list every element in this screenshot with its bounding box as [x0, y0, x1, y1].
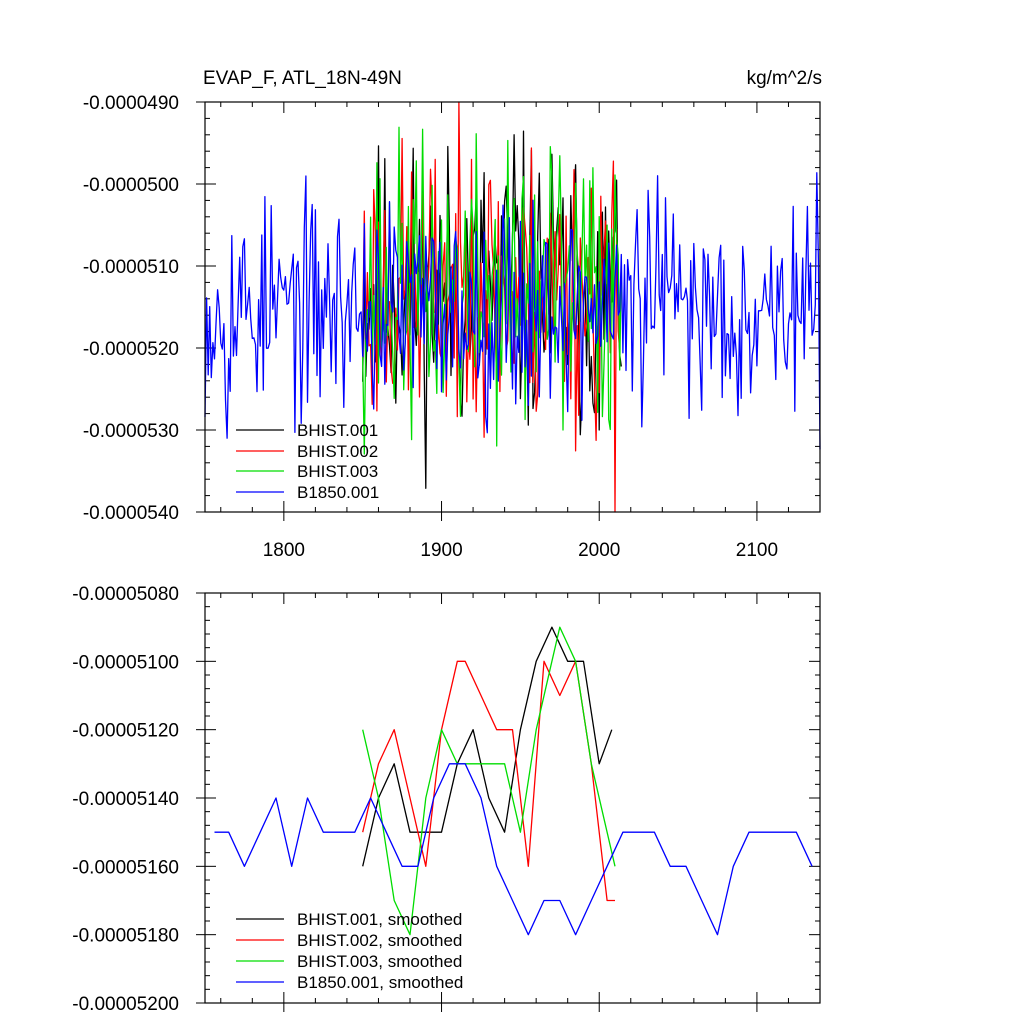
top-chart-title: EVAP_F, ATL_18N-49N — [203, 68, 402, 89]
y-tick-label: -0.00005200 — [72, 994, 179, 1015]
legend-label-b1850-001-smoothed: B1850.001, smoothed — [297, 973, 463, 992]
top-x-tick-labels: 1800 1900 2000 2100 — [263, 540, 778, 561]
top-chart-units: kg/m^2/s — [747, 68, 822, 89]
bottom-y-tick-labels: -0.00005080 -0.00005100 -0.00005120 -0.0000… — [72, 584, 179, 1015]
y-tick-label: -0.0000510 — [83, 257, 179, 278]
legend-label-bhist-002-smoothed: BHIST.002, smoothed — [297, 931, 462, 950]
y-tick-label: -0.0000530 — [83, 421, 179, 442]
legend-label-bhist-001-smoothed: BHIST.001, smoothed — [297, 910, 462, 929]
legend-label-bhist-001: BHIST.001 — [297, 421, 378, 440]
top-series-lines — [204, 101, 821, 513]
y-tick-label: -0.0000520 — [83, 339, 179, 360]
y-tick-label: -0.0000540 — [83, 503, 179, 524]
bottom-plot-frame — [204, 592, 821, 1004]
bottom-series-lines — [214, 626, 813, 936]
y-tick-label: -0.00005160 — [72, 857, 179, 878]
y-tick-label: -0.0000490 — [83, 93, 179, 114]
y-tick-label: -0.00005100 — [72, 652, 179, 673]
legend-label-b1850-001: B1850.001 — [297, 483, 379, 502]
x-tick-label: 1800 — [263, 540, 305, 561]
legend-label-bhist-003: BHIST.003 — [297, 462, 378, 481]
y-tick-label: -0.00005180 — [72, 926, 179, 947]
bottom-legend: BHIST.001, smoothed BHIST.002, smoothed … — [236, 910, 463, 992]
x-tick-label: 2000 — [578, 540, 620, 561]
top-y-tick-labels: -0.0000490 -0.0000500 -0.0000510 -0.0000520… — [83, 93, 179, 524]
series-line-bhist-001-smoothed — [362, 626, 613, 867]
series-line-bhist-003-smoothed — [362, 626, 616, 936]
x-tick-label: 2100 — [736, 540, 778, 561]
y-tick-label: -0.0000500 — [83, 175, 179, 196]
top-panel: EVAP_F, ATL_18N-49N kg/m^2/s -0.0000490-… — [83, 68, 822, 561]
top-legend: BHIST.001 BHIST.002 BHIST.003 B1850.001 — [236, 421, 379, 502]
legend-label-bhist-003-smoothed: BHIST.003, smoothed — [297, 952, 462, 971]
top-plot-frame — [204, 101, 821, 513]
bottom-panel: -0.00005080 -0.00005100 -0.00005120 -0.0000… — [72, 584, 821, 1015]
x-tick-label: 1900 — [420, 540, 462, 561]
series-line-b1850-001-smoothed — [214, 763, 813, 936]
y-tick-label: -0.00005140 — [72, 789, 179, 810]
legend-label-bhist-002: BHIST.002 — [297, 442, 378, 461]
y-tick-label: -0.00005080 — [72, 584, 179, 605]
series-line-b1850-001 — [204, 172, 821, 450]
y-tick-label: -0.00005120 — [72, 721, 179, 742]
